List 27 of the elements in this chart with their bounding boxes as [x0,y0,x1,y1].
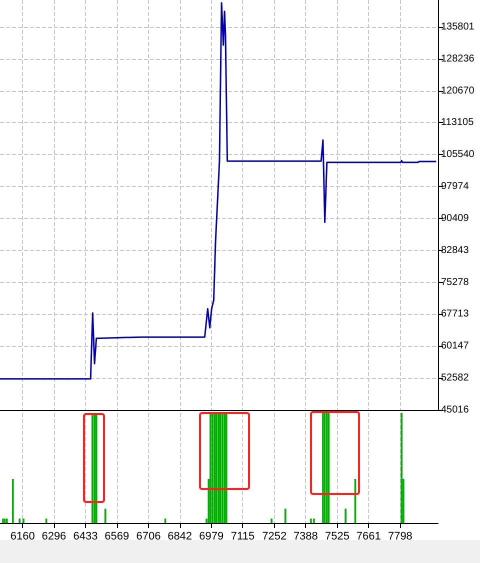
x-tick-label: 7388 [293,530,318,542]
x-tick-label: 7115 [230,530,255,542]
y-tick-label: 97974 [441,181,470,192]
x-tick-label: 6433 [73,530,98,542]
y-tick-label: 128236 [441,53,475,64]
x-tick-label: 6569 [104,530,130,542]
y-tick-label: 120670 [441,85,475,96]
x-tick-label: 7798 [388,530,412,542]
x-tick-label: 7525 [325,530,350,542]
x-tick-label: 6706 [136,530,161,542]
y-tick-label: 90409 [441,212,470,224]
x-tick-label: 6979 [199,530,224,542]
x-tick-label: 6842 [168,530,192,542]
y-tick-label: 60147 [441,340,470,352]
y-tick-label: 67713 [441,308,470,320]
y-tick-label: 75278 [441,276,470,288]
x-tick-label: 6160 [10,530,35,542]
y-tick-label: 113105 [441,117,474,128]
y-tick-label: 52582 [441,372,470,384]
x-tick-label: 6296 [42,530,66,542]
x-tick-label: 7252 [262,530,287,542]
y-tick-label: 45016 [441,404,470,416]
line-series [0,2,437,380]
y-tick-label: 82843 [441,244,470,256]
y-tick-label: 105540 [441,149,475,160]
x-tick-label: 7661 [356,530,381,542]
y-tick-label: 135801 [441,21,475,32]
